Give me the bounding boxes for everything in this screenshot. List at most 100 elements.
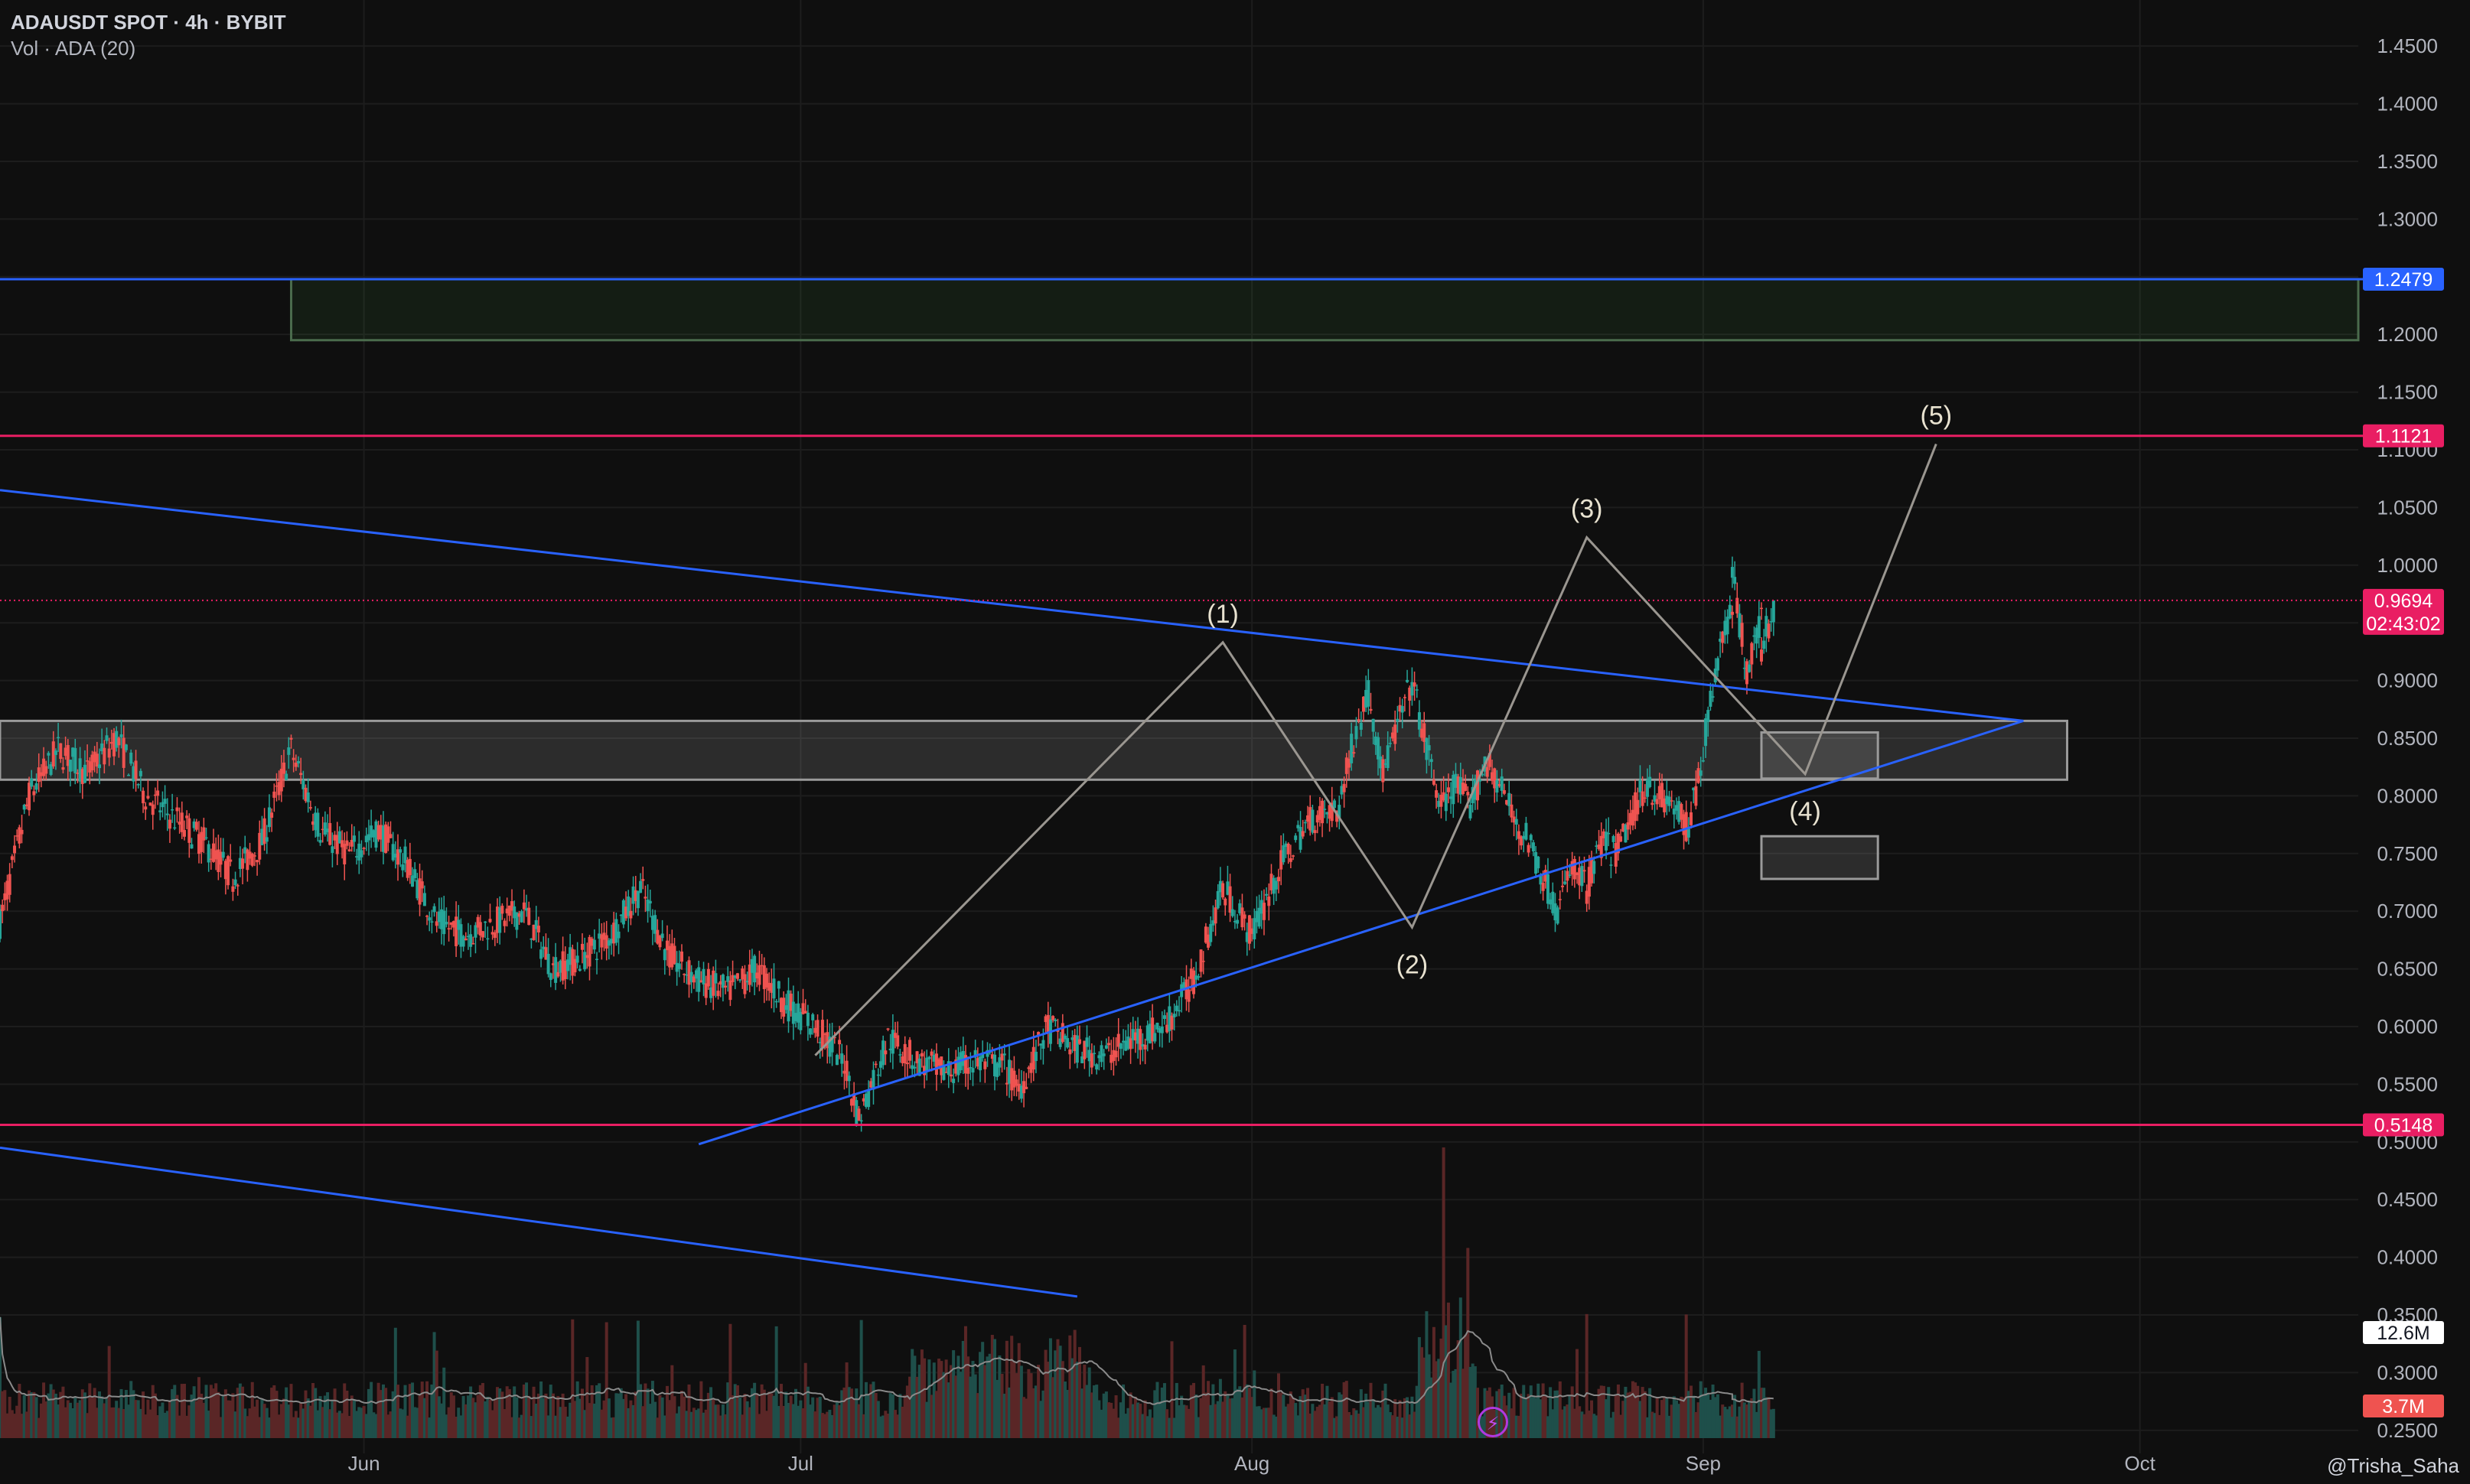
volume-bar	[1139, 1403, 1142, 1438]
volume-bar	[685, 1411, 689, 1438]
volume-bar	[1192, 1382, 1196, 1438]
candle-body	[818, 1042, 822, 1043]
candle-body	[445, 922, 448, 925]
candle-body	[1000, 1053, 1004, 1061]
volume-bar	[289, 1384, 293, 1438]
candle-body	[1752, 635, 1756, 637]
candle-body	[1719, 638, 1722, 642]
volume-bar	[1083, 1364, 1087, 1438]
price-tick: 0.4500	[2377, 1188, 2438, 1211]
candle-body	[18, 827, 21, 844]
candle-body	[1087, 1050, 1091, 1062]
candle-body	[1373, 736, 1377, 746]
volume-bar	[314, 1388, 318, 1438]
candle-body	[148, 802, 152, 806]
candle-body	[813, 1027, 817, 1033]
volume-bar	[522, 1384, 526, 1438]
candle-body	[835, 1055, 839, 1066]
candle-body	[973, 1050, 977, 1058]
volume-bar	[481, 1382, 484, 1438]
candle-body	[122, 737, 125, 768]
volume-bar	[639, 1384, 643, 1438]
candle-body	[1197, 976, 1201, 978]
candle-body	[44, 766, 48, 774]
volume-bar	[1299, 1396, 1302, 1438]
candle-body	[712, 970, 715, 996]
candle-body	[1672, 809, 1676, 815]
candle-body	[610, 939, 614, 944]
candle-body	[474, 925, 477, 938]
volume-bar	[1391, 1415, 1395, 1438]
volume-bar	[1318, 1404, 1321, 1438]
volume-bar	[61, 1386, 65, 1438]
candle-body	[3, 893, 7, 900]
candle-body	[1124, 1040, 1128, 1051]
candle-body	[1464, 783, 1468, 791]
volume-bar	[418, 1395, 422, 1438]
candle-body	[811, 1014, 815, 1020]
candle-body	[1279, 850, 1283, 870]
candle-body	[1432, 779, 1435, 785]
candle-body	[243, 847, 247, 854]
candle-body	[248, 851, 252, 859]
candle-body	[1073, 1035, 1077, 1052]
volume-bar	[1456, 1340, 1460, 1438]
candle-body	[551, 963, 555, 965]
candle-body	[326, 828, 330, 832]
volume-bar	[1592, 1414, 1596, 1438]
wave-label-1: (1)	[1207, 600, 1239, 629]
candle-body	[95, 753, 99, 767]
volume-bar	[1126, 1408, 1130, 1438]
volume-bar	[1296, 1415, 1300, 1438]
symbol-title[interactable]: ADAUSDT SPOT · 4h · BYBIT	[11, 11, 286, 34]
volume-bar	[1282, 1395, 1286, 1438]
candle-body	[493, 932, 497, 939]
volume-bar	[602, 1400, 606, 1438]
volume-bar	[279, 1404, 283, 1438]
volume-bar	[1417, 1337, 1421, 1438]
candle-body	[1253, 918, 1256, 939]
candle-body	[1299, 827, 1302, 850]
candle-body	[1207, 934, 1211, 948]
candle-body	[464, 938, 468, 941]
volume-bar	[670, 1365, 674, 1438]
candle-body	[163, 799, 167, 804]
candle-body	[1624, 825, 1628, 843]
volume-indicator-label[interactable]: Vol · ADA (20)	[11, 37, 136, 60]
candle-body	[187, 818, 191, 843]
lightning-icon[interactable]: ⚡	[1478, 1407, 1508, 1437]
candle-body	[816, 1020, 820, 1037]
candle-body	[180, 812, 184, 832]
candle-body	[1690, 812, 1693, 825]
volume-bar	[165, 1411, 169, 1438]
volume-bar	[782, 1405, 786, 1438]
candle-body	[1143, 1044, 1147, 1050]
volume-bar	[908, 1376, 912, 1438]
volume-bar	[1352, 1408, 1356, 1438]
volume-bar	[1180, 1395, 1184, 1438]
candle-body	[308, 807, 312, 809]
candle-body	[1765, 616, 1768, 637]
volume-bar	[1272, 1414, 1276, 1438]
volume-bar	[1037, 1365, 1041, 1438]
candle-body	[1292, 855, 1295, 857]
volume-bar	[1321, 1383, 1325, 1438]
wave-label-3: (3)	[1571, 495, 1603, 524]
volume-bar	[1762, 1388, 1766, 1438]
candle-body	[668, 945, 672, 968]
candle-body	[857, 1108, 861, 1121]
volume-bar	[134, 1400, 138, 1438]
volume-bar	[1019, 1365, 1023, 1438]
volume-bar	[396, 1385, 400, 1438]
volume-bar	[809, 1404, 813, 1438]
volume-bar	[1653, 1413, 1657, 1438]
candle-body	[826, 1032, 829, 1049]
candle-body	[1692, 787, 1696, 791]
volume-bar	[301, 1408, 305, 1438]
volume-bar	[285, 1387, 288, 1438]
volume-bar	[1578, 1406, 1582, 1438]
candle-body	[337, 831, 341, 844]
candle-body	[1442, 792, 1445, 801]
candle-body	[1667, 796, 1671, 806]
